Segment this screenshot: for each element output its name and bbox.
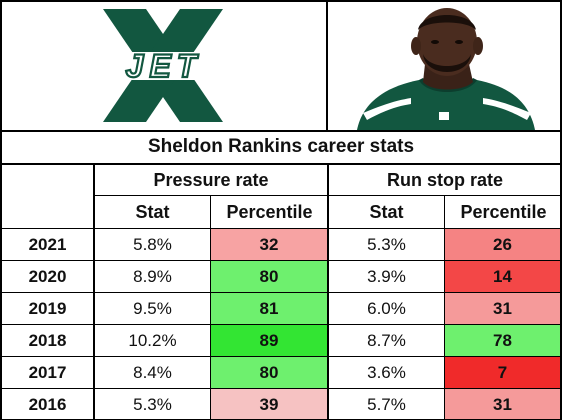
pressure-stat-cell: 10.2% — [128, 330, 177, 350]
run-stop-stat-cell: 6.0% — [367, 298, 406, 318]
pressure-stat-cell: 5.8% — [133, 234, 172, 254]
pressure-percentile-cell: 81 — [211, 293, 327, 324]
jets-logo-panel: JET — [0, 0, 327, 130]
run-stop-percentile-cell: 14 — [445, 261, 560, 292]
year-cell: 2017 — [28, 362, 67, 382]
pressure-stat-cell: 5.3% — [133, 394, 172, 414]
table-title: Sheldon Rankins career stats — [147, 136, 415, 157]
year-cell: 2020 — [28, 266, 67, 286]
run-stop-stat-cell: 5.3% — [367, 234, 406, 254]
year-cell: 2018 — [28, 330, 67, 350]
run-stop-rate-header: Run stop rate — [386, 169, 503, 190]
pressure-percentile-cell: 32 — [211, 229, 327, 260]
pressure-percentile-cell: 89 — [211, 325, 327, 356]
year-cell: 2016 — [28, 394, 67, 414]
run-stop-percentile-header: Percentile — [460, 201, 547, 222]
pressure-percentile-cell: 39 — [211, 389, 327, 420]
jets-logo-letters: JET — [126, 48, 203, 84]
pressure-stat-cell: 8.9% — [133, 266, 172, 286]
pressure-rate-header: Pressure rate — [153, 169, 269, 190]
player-photo-panel — [327, 0, 562, 130]
player-photo — [357, 8, 535, 130]
run-stop-percentile-cell: 26 — [445, 229, 560, 260]
run-stop-percentile-cell: 7 — [445, 357, 560, 388]
run-stop-percentile-cell: 31 — [445, 293, 560, 324]
pressure-stat-cell: 8.4% — [133, 362, 172, 382]
year-cell: 2021 — [28, 234, 67, 254]
pressure-stat-header: Stat — [135, 201, 170, 222]
run-stop-percentile-cell: 78 — [445, 325, 560, 356]
run-stop-percentile-cell: 31 — [445, 389, 560, 420]
run-stop-stat-cell: 3.9% — [367, 266, 406, 286]
pressure-percentile-header: Percentile — [226, 201, 313, 222]
pressure-percentile-cell: 80 — [211, 357, 327, 388]
year-cell: 2019 — [28, 298, 67, 318]
jets-logo: JET — [94, 9, 234, 122]
pressure-percentile-cell: 80 — [211, 261, 327, 292]
run-stop-stat-cell: 3.6% — [367, 362, 406, 382]
run-stop-stat-cell: 8.7% — [367, 330, 406, 350]
run-stop-stat-header: Stat — [369, 201, 404, 222]
run-stop-stat-cell: 5.7% — [367, 394, 406, 414]
pressure-stat-cell: 9.5% — [133, 298, 172, 318]
